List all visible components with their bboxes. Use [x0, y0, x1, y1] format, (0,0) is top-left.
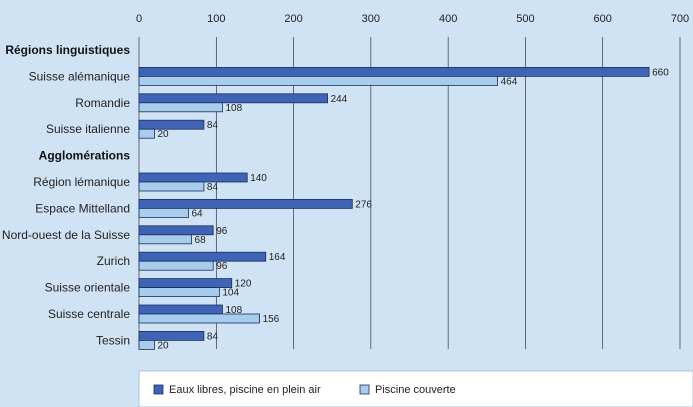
x-tick-label: 600 [594, 13, 612, 25]
category-label: Suisse orientale [45, 281, 131, 295]
bar-series-1 [138, 225, 214, 236]
data-label: 164 [269, 252, 286, 263]
data-label: 464 [501, 76, 518, 87]
data-label: 84 [207, 182, 219, 193]
bar-series-2 [138, 313, 260, 324]
data-label: 660 [652, 67, 669, 78]
data-label: 84 [207, 120, 219, 131]
bar-series-1 [138, 172, 248, 183]
bar-series-2 [138, 207, 189, 218]
x-tick-label: 0 [136, 13, 142, 25]
data-label: 68 [195, 235, 207, 246]
bar-series-1 [138, 251, 267, 262]
bar-series-2 [138, 287, 220, 298]
data-label: 20 [157, 129, 169, 140]
category-label: Suisse centrale [48, 307, 130, 321]
data-label: 20 [157, 340, 169, 351]
bar-series-1 [138, 198, 353, 209]
bar-series-2 [138, 181, 205, 192]
data-label: 244 [331, 94, 348, 105]
bar-series-1 [138, 119, 205, 130]
data-label: 108 [225, 103, 242, 114]
bar-series-1 [138, 278, 233, 289]
bar-series-2 [138, 76, 499, 86]
data-label: 120 [235, 279, 252, 290]
bar-series-1 [138, 330, 205, 341]
bar-series-1 [138, 67, 650, 77]
category-label: Tessin [96, 333, 130, 347]
bar-series-1 [138, 304, 223, 315]
x-tick-label: 500 [516, 13, 534, 25]
data-label: 64 [191, 208, 203, 219]
bar-series-2 [138, 102, 223, 113]
category-label: Romandie [75, 96, 130, 110]
legend-label: Piscine couverte [375, 384, 456, 396]
category-label: Zurich [97, 254, 130, 268]
category-label: Nord-ouest de la Suisse [2, 228, 130, 242]
bar-series-2 [138, 234, 192, 245]
bar-series-2 [138, 339, 155, 350]
data-label: 276 [355, 199, 372, 210]
data-label: 140 [250, 173, 267, 184]
x-tick-label: 700 [671, 13, 689, 25]
data-label: 96 [216, 226, 228, 237]
data-label: 108 [225, 305, 242, 316]
category-label: Espace Mittelland [35, 201, 130, 215]
data-label: 96 [216, 261, 228, 272]
legend-swatch [359, 384, 370, 395]
bar-series-1 [138, 93, 328, 104]
category-label: Suisse alémanique [29, 69, 131, 83]
data-label: 84 [207, 331, 219, 342]
bar-series-2 [138, 260, 214, 271]
group-heading: Agglomérations [39, 149, 131, 163]
category-label: Région lémanique [33, 175, 130, 189]
x-tick-label: 100 [207, 13, 225, 25]
data-label: 156 [263, 314, 280, 325]
category-label: Suisse italienne [46, 122, 130, 136]
x-tick-label: 400 [439, 13, 457, 25]
legend-label: Eaux libres, piscine en plein air [169, 384, 321, 396]
legend-box [138, 370, 693, 407]
bar-series-2 [138, 128, 155, 139]
legend-swatch [153, 384, 164, 395]
group-heading: Régions linguistiques [5, 43, 130, 57]
data-label: 104 [222, 288, 239, 299]
x-tick-label: 200 [284, 13, 302, 25]
x-tick-label: 300 [362, 13, 380, 25]
